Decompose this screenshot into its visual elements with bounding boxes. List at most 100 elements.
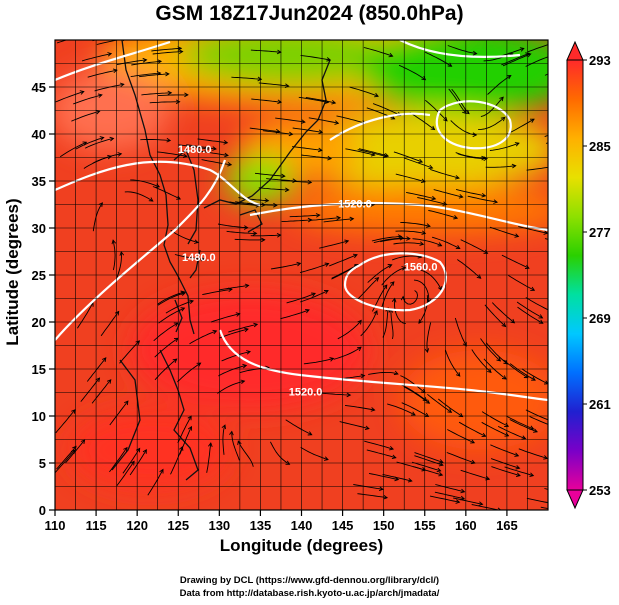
streamline-arrow [389,445,395,451]
streamline [336,115,366,124]
streamline [507,118,535,135]
streamline-arrow [419,241,425,246]
streamline [491,466,521,477]
streamline-arrow [436,467,442,473]
streamline [337,320,362,340]
streamline [323,218,354,223]
contour-label: 1480.0 [178,144,212,156]
streamline-arrow [425,223,431,228]
streamline [398,64,426,81]
streamline [433,189,463,198]
streamline-arrow [453,214,459,220]
streamline [300,447,329,461]
x-tick-label: 110 [45,518,66,533]
streamline-arrow [237,440,242,446]
streamline [254,172,285,177]
streamline [467,195,498,203]
streamline [285,419,312,436]
streamline-arrow [506,74,512,80]
streamline [453,497,483,505]
streamlines [55,34,557,510]
streamline [298,96,329,103]
streamline-arrow [530,118,535,123]
streamline-arrow [421,75,427,81]
streamline-arrow [422,396,428,402]
streamline-arrow [370,151,376,157]
streamline [308,117,339,124]
colorbar-body [566,59,584,491]
streamline-arrow [159,468,164,474]
streamline [380,281,395,310]
streamline [177,362,201,383]
streamline [344,404,375,411]
streamline-arrow [124,400,129,406]
streamline-arrow [455,244,461,250]
streamline-arrow [410,411,416,416]
streamline [529,415,548,425]
streamline [497,425,526,440]
streamline-arrow [82,34,86,38]
streamline-arrow [378,486,384,492]
streamline [353,484,383,490]
streamline-arrow [324,99,330,105]
y-axis: 0 5 10 15 20 25 30 35 40 45 [32,80,55,518]
streamline [406,191,436,200]
streamline-arrow [454,175,460,180]
streamline-arrow [401,266,407,271]
streamline-arrow [387,264,393,269]
streamline [430,168,460,179]
streamline-arrow [510,318,516,324]
streamline-arrow [172,358,178,363]
streamline-arrow [437,242,443,247]
streamline [280,309,310,320]
streamline [413,279,430,303]
streamline [281,219,312,222]
streamline-arrow [119,251,125,256]
streamline [71,110,100,122]
streamline-arrow [281,173,286,179]
streamline [480,96,504,118]
streamline [231,76,262,80]
y-axis-label: Latitude (degrees) [3,198,22,346]
streamline [349,86,379,97]
streamline-arrow [142,57,148,63]
streamline [177,415,192,444]
streamline-arrow [106,379,112,384]
streamline [310,217,341,221]
streamline-arrow [324,262,330,267]
streamline [157,94,188,97]
streamline [363,47,393,57]
streamline-arrow [260,237,266,243]
colorbar-tick-label: 261 [589,397,611,412]
streamline-arrow [273,202,278,208]
streamline [460,469,490,480]
streamline-arrow [425,399,431,404]
streamline [198,150,229,156]
streamline [189,330,217,345]
streamline [149,101,180,104]
streamline-arrow [189,299,194,305]
streamline-arrow [406,236,411,241]
streamline-arrow [538,319,544,324]
streamline [540,506,548,510]
streamline-arrow [324,456,329,461]
streamline-arrow [246,350,252,355]
streamline-arrow [204,146,210,151]
streamline-arrow [175,99,181,105]
streamline [109,447,128,473]
streamline-arrow [533,428,538,433]
streamline-arrow [178,49,184,54]
streamline-arrow [481,192,487,198]
streamline [249,127,280,133]
streamline [219,328,249,339]
streamline [329,254,358,267]
streamline [251,98,282,103]
colorbar-tick-label: 293 [589,53,611,68]
streamline [270,262,301,270]
streamline-arrow [438,471,444,477]
streamline-arrow [511,163,517,169]
streamline-arrow [514,233,520,238]
streamline-arrow [553,165,557,169]
streamline [516,301,543,319]
x-tick-label: 140 [291,518,313,533]
